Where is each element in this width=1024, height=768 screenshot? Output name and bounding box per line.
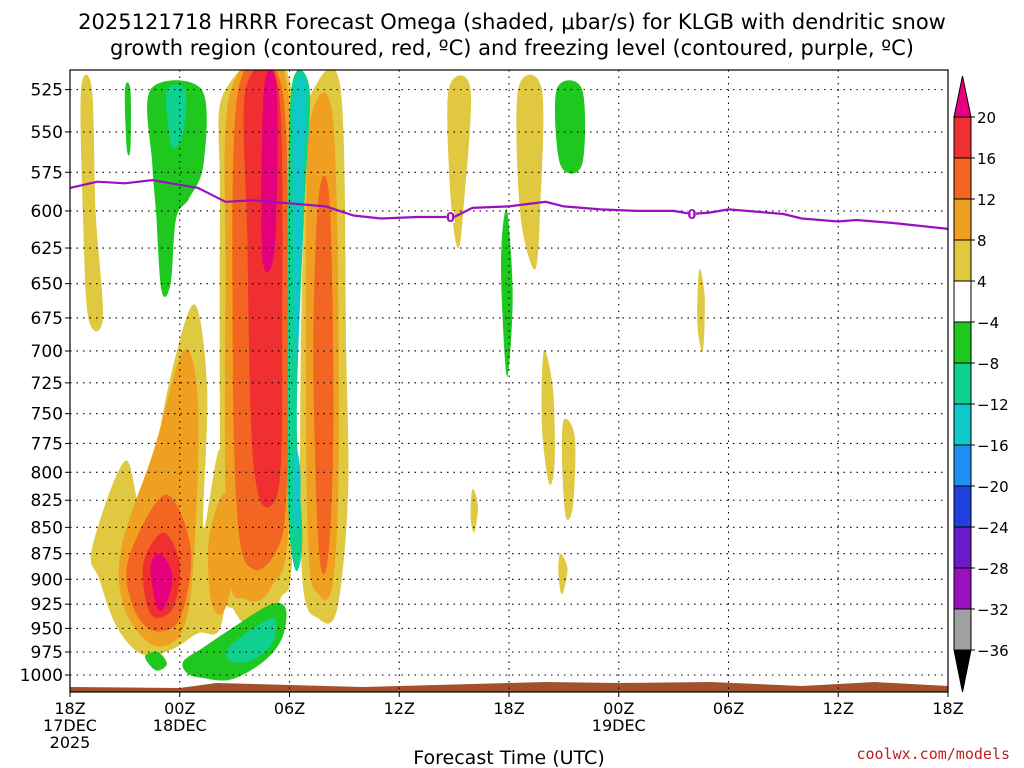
colorbar-swatch bbox=[953, 567, 972, 610]
freezing-level-label-2: 0 bbox=[687, 208, 696, 223]
freezing-level-contour bbox=[69, 178, 949, 230]
colorbar-label: 16 bbox=[977, 150, 996, 168]
colorbar-label: 12 bbox=[977, 191, 996, 209]
omega-region-descent-12 bbox=[293, 75, 307, 359]
chart-title-line2: growth region (contoured, red, ºC) and f… bbox=[110, 36, 914, 60]
y-tick-label: 900 bbox=[31, 570, 63, 590]
colorbar-label: −16 bbox=[977, 437, 1009, 455]
y-tick-label: 1000 bbox=[20, 666, 63, 686]
colorbar-swatch bbox=[953, 198, 972, 241]
colorbar-label: −4 bbox=[977, 314, 999, 332]
omega-region-ascent-4 bbox=[558, 553, 568, 595]
omega-region-ascent-20 bbox=[261, 70, 278, 273]
colorbar-swatch bbox=[953, 116, 972, 159]
omega-region-ascent-4 bbox=[561, 418, 576, 521]
y-tick-label: 750 bbox=[31, 405, 63, 425]
y-tick-label: 950 bbox=[31, 619, 63, 639]
y-tick-label: 975 bbox=[31, 643, 63, 663]
x-tick-label: 06Z bbox=[713, 699, 744, 718]
omega-region-ascent-4 bbox=[447, 75, 472, 249]
x-tick-label: 19DEC bbox=[592, 716, 646, 735]
omega-region-ascent-8 bbox=[207, 493, 232, 615]
colorbar-label: −28 bbox=[977, 560, 1009, 578]
colorbar-swatch-min bbox=[953, 649, 972, 693]
colorbar-label: 4 bbox=[977, 273, 987, 291]
y-tick-label: 725 bbox=[31, 374, 63, 394]
y-tick-label: 875 bbox=[31, 545, 63, 565]
omega-region-descent-4 bbox=[554, 80, 586, 174]
footer-url: coolwx.com/models bbox=[856, 745, 1010, 763]
x-tick-label: 12Z bbox=[384, 699, 415, 718]
omega-region-ascent-4 bbox=[80, 74, 104, 332]
colorbar-label: −24 bbox=[977, 519, 1009, 537]
y-tick-label: 825 bbox=[31, 491, 63, 511]
y-tick-label: 650 bbox=[31, 275, 63, 295]
y-tick-label: 575 bbox=[31, 163, 63, 183]
y-tick-label: 600 bbox=[31, 202, 63, 222]
colorbar-swatch bbox=[953, 321, 972, 364]
x-axis-label: Forecast Time (UTC) bbox=[413, 747, 604, 768]
y-tick-label: 525 bbox=[31, 81, 63, 101]
omega-region-ascent-20 bbox=[150, 553, 173, 612]
colorbar-swatch bbox=[953, 608, 972, 651]
colorbar-swatch bbox=[953, 403, 972, 446]
colorbar-swatch-max bbox=[953, 75, 972, 118]
omega-region-descent-4 bbox=[182, 602, 287, 681]
colorbar-label: 8 bbox=[977, 232, 987, 250]
omega-region-ascent-12 bbox=[313, 175, 334, 575]
x-tick-label: 18Z bbox=[932, 699, 963, 718]
y-tick-label: 550 bbox=[31, 123, 63, 143]
y-tick-label: 700 bbox=[31, 342, 63, 362]
omega-region-descent-4 bbox=[501, 208, 513, 377]
colorbar-swatch bbox=[953, 485, 972, 528]
x-tick-label: 17DEC bbox=[43, 716, 97, 735]
freezing-level-label-1: 0 bbox=[446, 211, 455, 226]
x-tick-label: 2025 bbox=[50, 733, 91, 752]
y-tick-label: 675 bbox=[31, 309, 63, 329]
colorbar-swatch bbox=[953, 362, 972, 405]
x-tick-label: 18Z bbox=[493, 699, 524, 718]
omega-region-descent-4 bbox=[124, 82, 131, 156]
y-tick-label: 850 bbox=[31, 518, 63, 538]
x-tick-label: 12Z bbox=[823, 699, 854, 718]
omega-region-descent-8 bbox=[225, 618, 277, 664]
omega-region-descent-4 bbox=[144, 651, 167, 671]
x-tick-label: 18DEC bbox=[153, 716, 207, 735]
colorbar-label: −36 bbox=[977, 642, 1009, 660]
y-tick-label: 775 bbox=[31, 434, 63, 454]
omega-region-ascent-4 bbox=[697, 268, 705, 352]
omega-region-ascent-4 bbox=[470, 488, 478, 533]
colorbar: 20 16 12 8 4 −4 −8 −12 −16 −20 −24 −28 −32 −36 bbox=[953, 75, 1009, 693]
colorbar-swatch bbox=[953, 444, 972, 487]
ground-terrain bbox=[70, 682, 948, 692]
freezing-label-bg bbox=[687, 207, 696, 220]
x-tick-label: 18Z bbox=[54, 699, 85, 718]
colorbar-label: −32 bbox=[977, 601, 1009, 619]
colorbar-swatch bbox=[953, 157, 972, 200]
x-tick-label: 06Z bbox=[274, 699, 305, 718]
x-tick-label: 00Z bbox=[164, 699, 195, 718]
y-tick-label: 625 bbox=[31, 239, 63, 259]
colorbar-label: −20 bbox=[977, 478, 1009, 496]
colorbar-label: −8 bbox=[977, 355, 999, 373]
chart-title-line1: 2025121718 HRRR Forecast Omega (shaded, … bbox=[78, 10, 946, 34]
x-tick-label: 00Z bbox=[603, 699, 634, 718]
colorbar-swatch bbox=[953, 239, 972, 282]
colorbar-label: −12 bbox=[977, 396, 1009, 414]
colorbar-label: 20 bbox=[977, 109, 996, 127]
colorbar-swatch bbox=[953, 526, 972, 569]
y-tick-label: 800 bbox=[31, 463, 63, 483]
omega-region-ascent-4 bbox=[541, 350, 555, 486]
omega-region-ascent-4 bbox=[516, 74, 544, 270]
omega-region-descent-12 bbox=[293, 447, 301, 531]
colorbar-swatch bbox=[953, 280, 972, 323]
freezing-label-bg bbox=[446, 210, 455, 223]
y-tick-label: 925 bbox=[31, 595, 63, 615]
omega-region-descent-4 bbox=[147, 80, 207, 297]
